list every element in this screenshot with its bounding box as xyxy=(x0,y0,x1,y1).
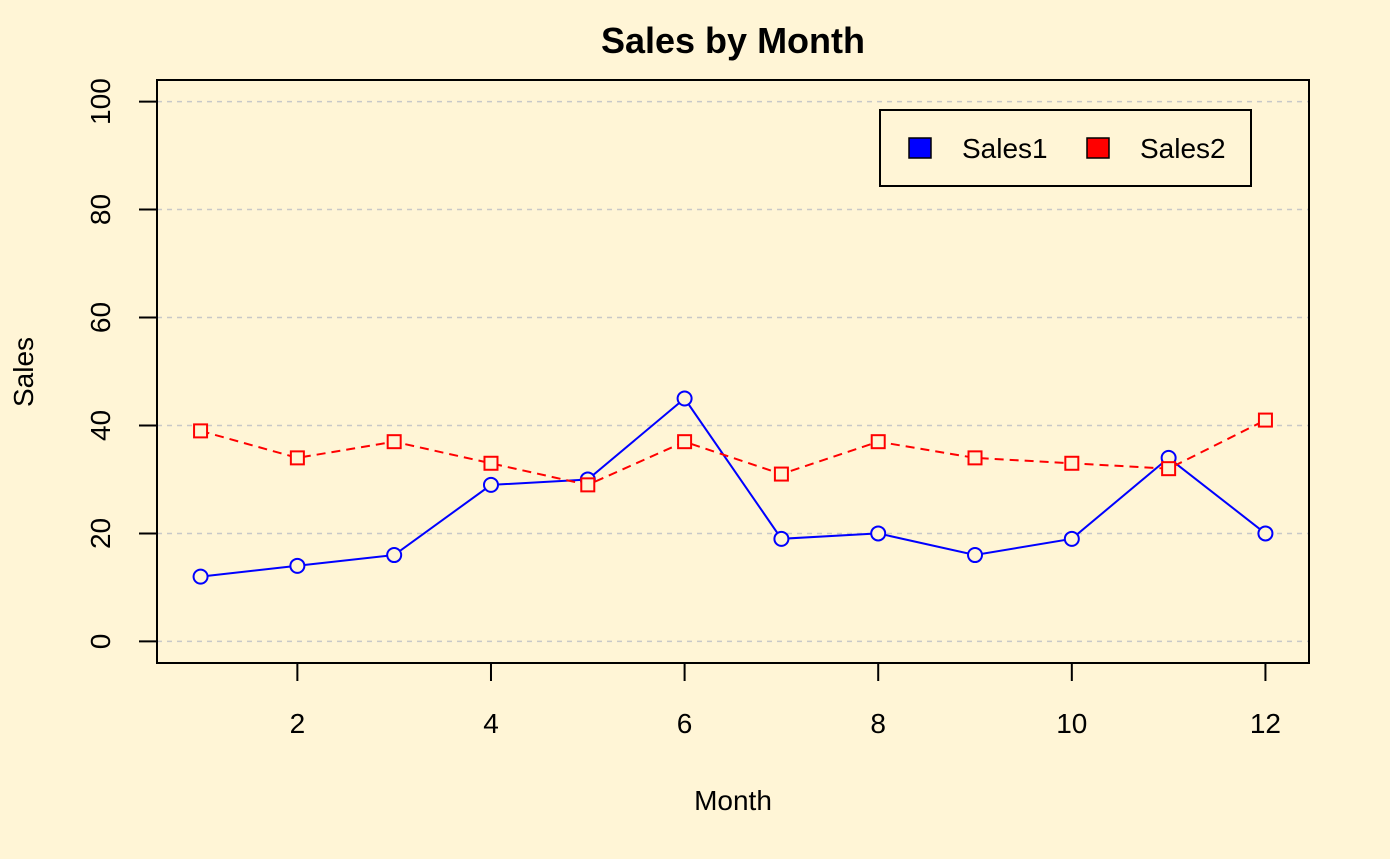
data-point xyxy=(386,547,403,564)
data-point xyxy=(483,455,499,471)
data-point xyxy=(773,466,789,482)
legend-box xyxy=(879,109,1252,187)
data-point xyxy=(482,476,499,493)
data-point xyxy=(870,434,886,450)
data-point xyxy=(1161,461,1177,477)
legend-swatch xyxy=(1086,137,1110,159)
x-tick-label: 2 xyxy=(290,708,306,739)
data-point xyxy=(386,434,402,450)
series-line xyxy=(200,419,1266,486)
chart-title: Sales by Month xyxy=(601,20,865,61)
data-point xyxy=(676,390,693,407)
data-point xyxy=(1257,525,1274,542)
data-point xyxy=(580,477,596,493)
x-axis: 2 4 6 8 10 12 xyxy=(290,662,1281,739)
y-axis-label: Sales xyxy=(8,337,39,407)
data-point xyxy=(870,525,887,542)
grid-lines xyxy=(157,100,1309,643)
x-tick-label: 8 xyxy=(870,708,886,739)
y-tick-label: 100 xyxy=(85,78,116,125)
series-sales2 xyxy=(193,412,1273,493)
data-point xyxy=(773,530,790,547)
x-tick-label: 4 xyxy=(483,708,499,739)
series-layer xyxy=(192,390,1274,585)
data-point xyxy=(1064,455,1080,471)
data-point xyxy=(193,423,209,439)
y-tick-label: 60 xyxy=(85,302,116,333)
data-point xyxy=(289,557,306,574)
x-tick-label: 6 xyxy=(677,708,693,739)
x-tick-label: 10 xyxy=(1056,708,1087,739)
legend-swatch xyxy=(908,137,932,159)
legend: Sales1 Sales2 xyxy=(879,109,1252,187)
data-point xyxy=(677,434,693,450)
data-point xyxy=(967,547,984,564)
y-tick-label: 40 xyxy=(85,410,116,441)
x-tick-label: 12 xyxy=(1250,708,1281,739)
data-point xyxy=(192,568,209,585)
y-tick-label: 80 xyxy=(85,194,116,225)
data-point xyxy=(967,450,983,466)
y-tick-label: 20 xyxy=(85,518,116,549)
data-point xyxy=(1257,412,1273,428)
data-point xyxy=(1063,530,1080,547)
x-axis-label: Month xyxy=(694,785,772,816)
data-point xyxy=(289,450,305,466)
legend-label: Sales1 xyxy=(962,133,1048,164)
y-tick-label: 0 xyxy=(85,634,116,650)
series-line xyxy=(200,397,1267,578)
legend-label: Sales2 xyxy=(1140,133,1226,164)
y-axis: 0 20 40 60 80 100 xyxy=(85,78,158,650)
